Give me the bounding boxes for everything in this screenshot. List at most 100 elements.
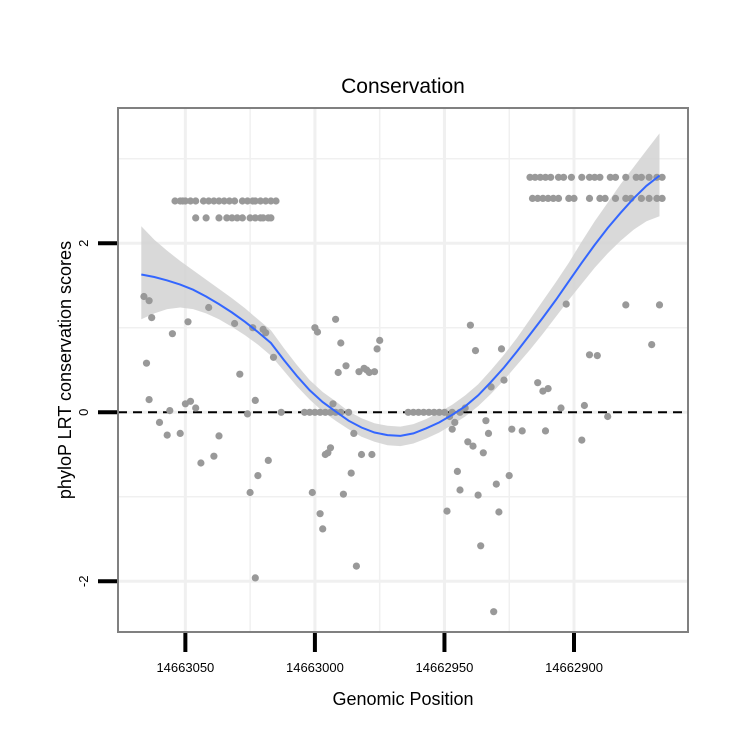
data-point	[632, 173, 640, 181]
data-point	[464, 438, 472, 446]
data-point	[474, 491, 482, 499]
x-axis-title: Genomic Position	[332, 689, 473, 709]
data-point	[585, 194, 594, 202]
data-point	[591, 173, 599, 181]
data-point	[376, 336, 384, 344]
data-point	[357, 450, 366, 459]
data-point	[448, 425, 456, 433]
data-point	[539, 387, 547, 395]
data-point	[653, 194, 661, 202]
data-point	[404, 408, 412, 416]
data-point	[477, 542, 485, 550]
gridlines	[118, 108, 688, 632]
data-point	[611, 194, 620, 202]
data-point	[192, 214, 200, 222]
data-point	[490, 608, 498, 616]
data-point	[256, 197, 265, 205]
data-point	[313, 328, 322, 336]
data-point	[645, 194, 653, 202]
data-point	[570, 194, 578, 202]
data-point	[202, 214, 210, 222]
data-point	[267, 214, 275, 222]
loess-line	[141, 174, 661, 437]
data-point	[373, 345, 381, 353]
data-point	[176, 429, 184, 437]
data-point	[549, 194, 557, 202]
data-point	[453, 467, 461, 475]
data-point	[231, 197, 239, 205]
data-point	[492, 480, 500, 488]
data-point	[210, 452, 218, 460]
y-tick-label: 0	[76, 409, 91, 416]
data-point	[254, 472, 262, 480]
data-point	[562, 300, 570, 308]
data-point	[471, 347, 480, 355]
data-point	[565, 194, 573, 202]
data-point	[142, 359, 151, 367]
data-point	[345, 408, 353, 416]
data-point	[352, 562, 360, 570]
data-point	[622, 301, 630, 309]
data-point	[246, 214, 254, 222]
data-point	[186, 197, 195, 205]
smooth-line	[141, 174, 661, 437]
data-point	[554, 194, 563, 202]
data-point	[539, 194, 547, 202]
data-point	[140, 292, 148, 301]
data-point	[409, 408, 417, 416]
data-point	[606, 173, 614, 181]
data-point	[347, 469, 355, 477]
data-point	[531, 173, 539, 181]
data-point	[259, 214, 267, 222]
data-point	[251, 396, 259, 404]
y-axis-ticks: -2 0 2	[76, 240, 117, 587]
plot-panel-border	[117, 107, 689, 633]
data-point	[145, 396, 153, 404]
data-point	[596, 173, 604, 181]
x-tick-label: 14662950	[416, 660, 474, 675]
data-point	[526, 173, 534, 181]
data-point	[251, 214, 259, 222]
data-point	[578, 436, 586, 444]
data-point	[238, 214, 246, 222]
data-point	[567, 173, 576, 181]
data-point	[560, 173, 568, 181]
data-point	[181, 197, 189, 205]
data-point	[311, 408, 319, 416]
data-point	[300, 408, 309, 416]
data-point	[622, 194, 630, 202]
data-point	[466, 321, 474, 329]
data-point	[655, 301, 664, 309]
data-point	[205, 303, 213, 312]
data-point	[495, 508, 503, 516]
data-point	[585, 173, 594, 181]
data-point	[484, 429, 493, 437]
y-axis-title: phyloP LRT conservation scores	[55, 241, 75, 499]
data-point	[332, 315, 340, 323]
data-point	[534, 379, 542, 387]
data-point	[658, 173, 666, 181]
data-point	[319, 525, 327, 533]
data-point	[197, 459, 205, 467]
data-point	[500, 376, 508, 384]
confidence-band	[141, 133, 660, 447]
data-point	[233, 214, 241, 222]
data-point	[368, 450, 376, 459]
data-point	[604, 412, 612, 421]
data-point	[243, 197, 252, 205]
data-point	[451, 418, 459, 426]
data-point	[637, 173, 646, 181]
data-point	[205, 197, 213, 205]
data-point	[269, 353, 278, 361]
data-point	[225, 197, 233, 205]
x-tick-label: 14663000	[286, 660, 344, 675]
data-point	[350, 429, 358, 437]
data-point	[192, 197, 200, 205]
data-point	[479, 449, 487, 457]
data-point	[601, 194, 609, 202]
data-point	[430, 408, 438, 416]
data-point	[231, 319, 239, 328]
y-tick-label: -2	[76, 576, 91, 588]
data-point	[547, 173, 555, 181]
chart-title: Conservation	[341, 75, 465, 98]
